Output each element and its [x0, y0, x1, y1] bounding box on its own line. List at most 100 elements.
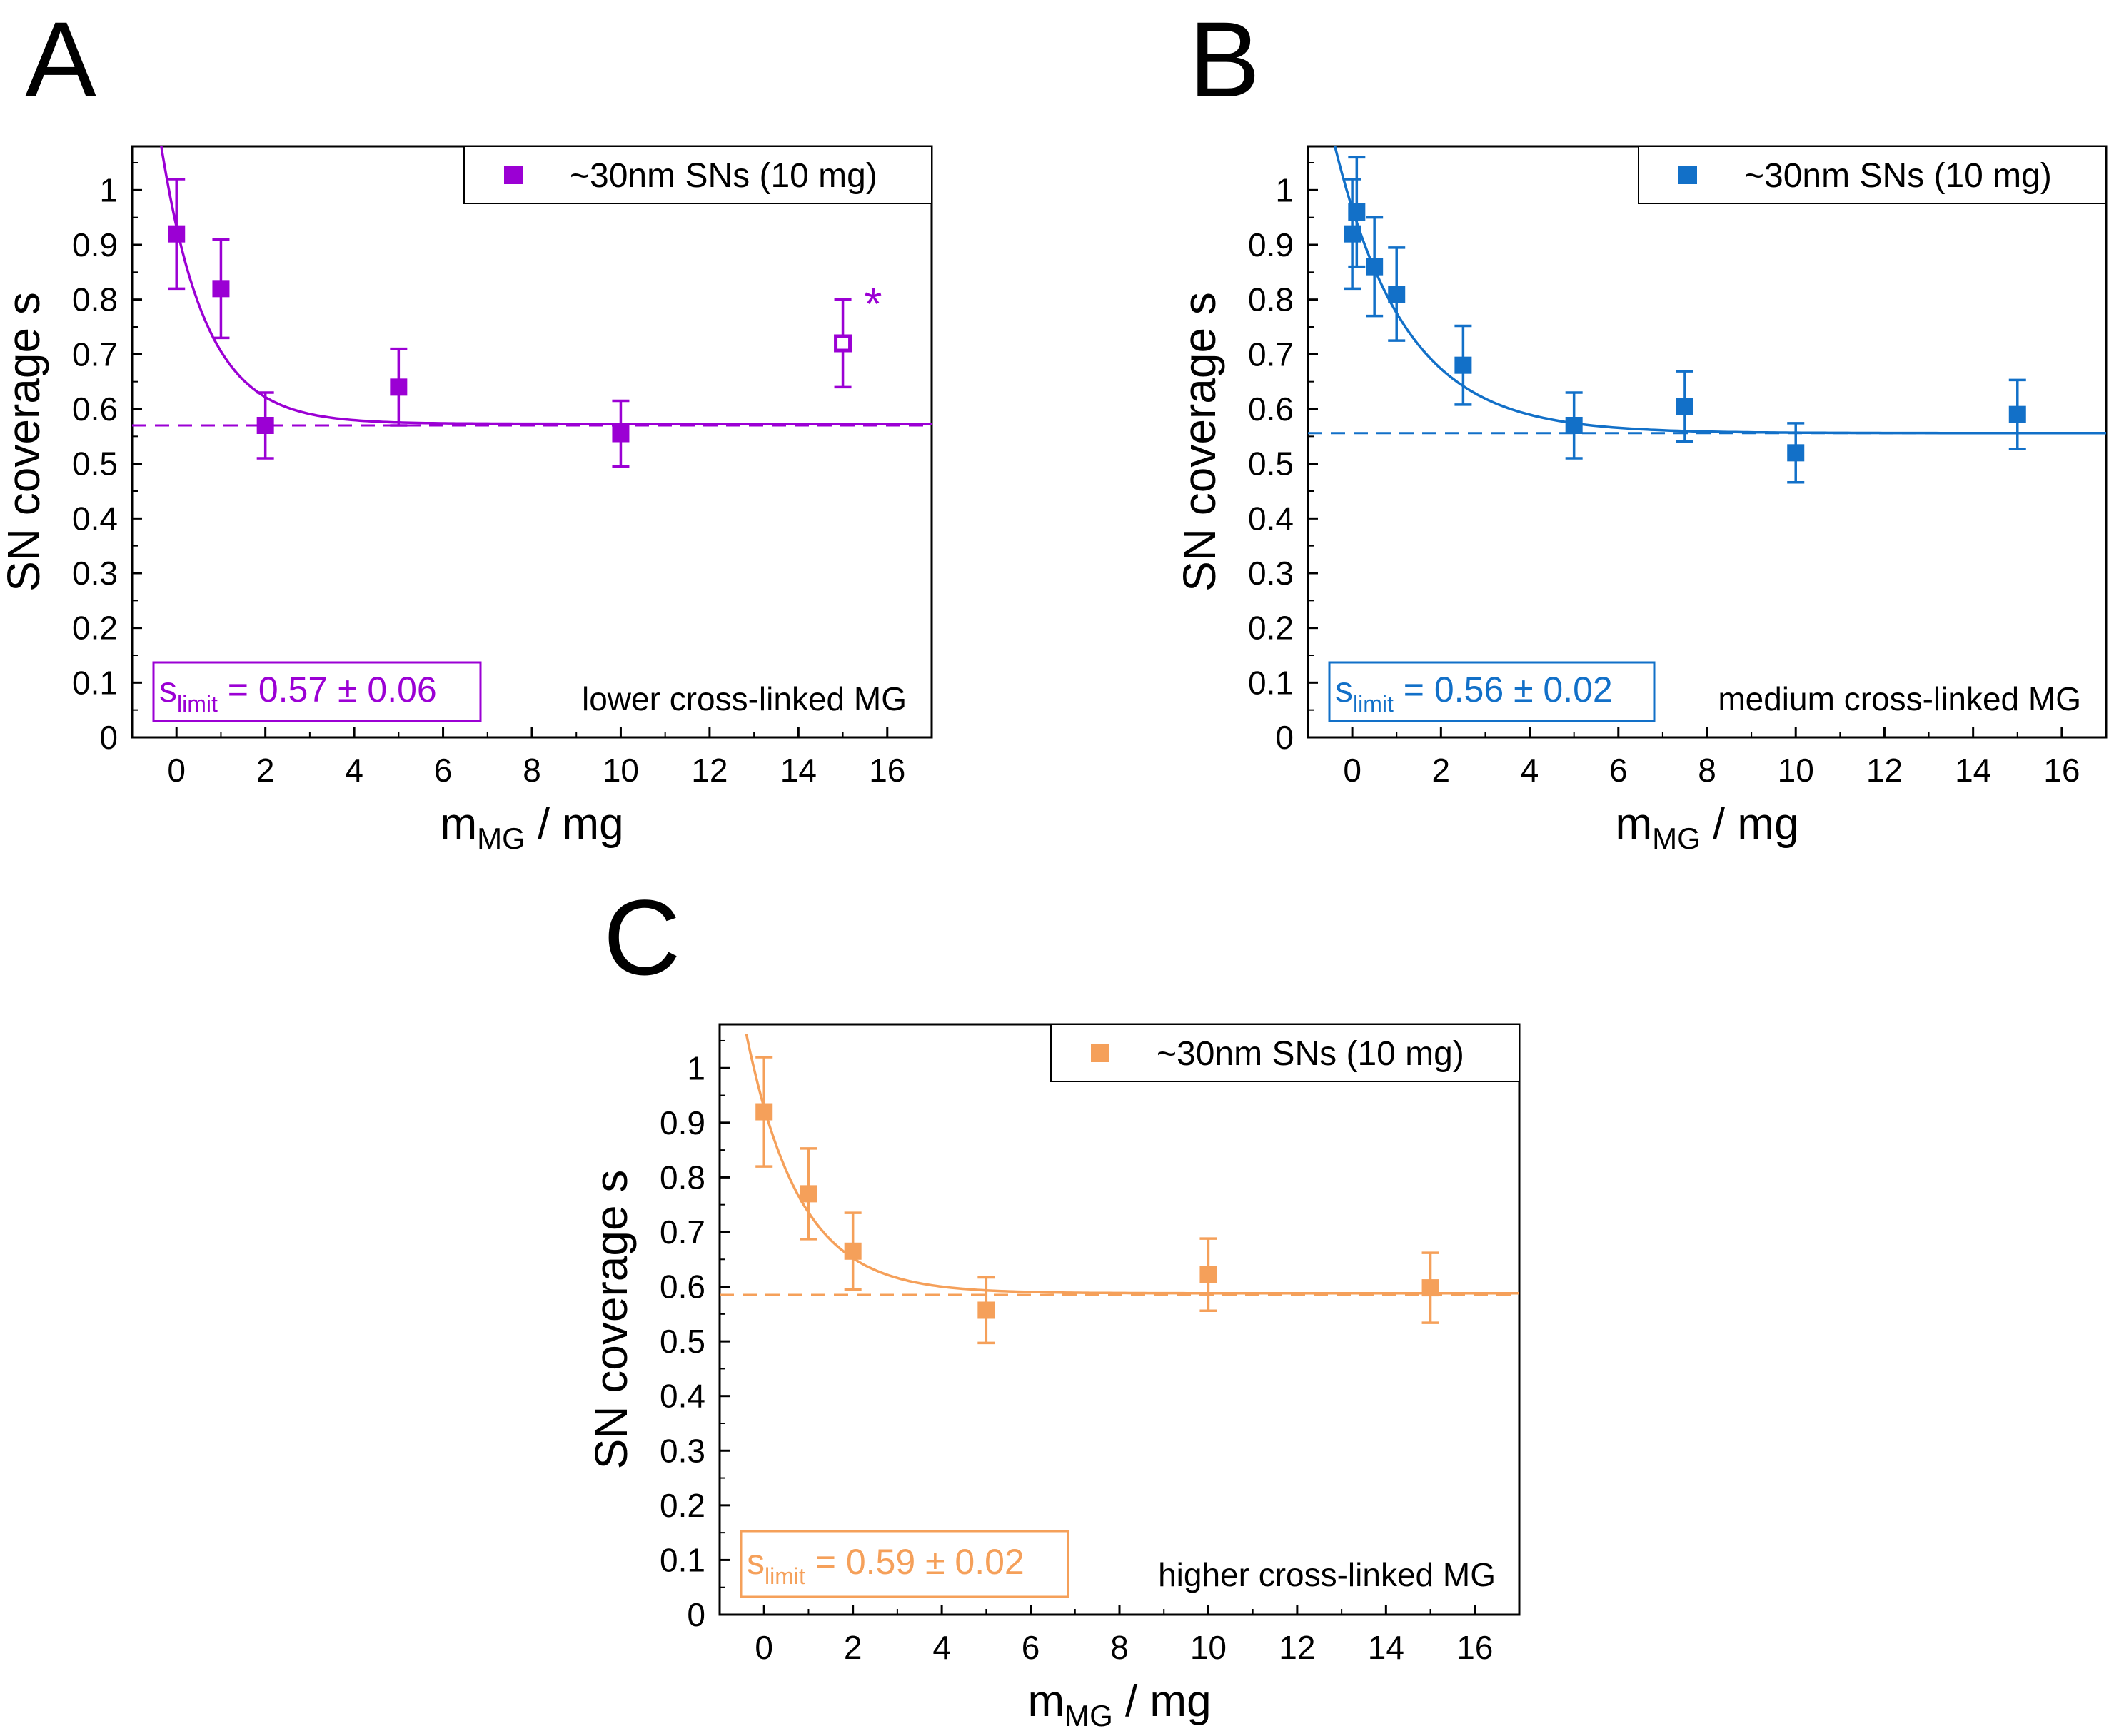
chart-1-data-point — [2008, 378, 2026, 450]
chart-1-x-axis-title-sub: MG — [1652, 822, 1701, 855]
chart-0-xtick-label: 2 — [256, 752, 275, 789]
chart-0-x-axis-title-sub: MG — [477, 822, 525, 855]
chart-1-data-point — [1676, 370, 1693, 443]
chart-0-legend-label: ~30nm SNs (10 mg) — [570, 157, 877, 195]
panel-a: A00.10.20.30.40.50.60.70.80.910 2 4 6 8 10 12 1… — [0, 0, 933, 855]
chart-0-fit-curve — [160, 146, 932, 425]
chart-0-data-point-marker — [390, 378, 408, 396]
chart-0-outlier-point — [834, 298, 852, 389]
chart-1-data-point-marker — [1388, 286, 1406, 303]
chart-0-slimit-sub: limit — [177, 691, 218, 717]
chart-1-ytick-label: 0 — [1275, 719, 1294, 756]
chart-2-legend-box — [1050, 1024, 1520, 1082]
chart-1-slimit-value: = 0.56 ± 0.02 — [1394, 670, 1613, 710]
chart-2-ytick-label: 1 — [687, 1049, 705, 1086]
chart-2-slimit-value: = 0.59 ± 0.02 — [805, 1542, 1025, 1582]
chart-0-outlier-point-marker — [834, 334, 852, 353]
chart-2-crosslink-annotation: higher cross-linked MG — [1158, 1556, 1496, 1593]
chart-2-xtick-label: 0 — [755, 1629, 773, 1666]
chart-0-ytick-label: 0 — [99, 719, 118, 756]
chart-1-xtick-label: 4 — [1521, 752, 1539, 789]
chart-0-xtick-label: 12 — [691, 752, 728, 789]
chart-1-data-point-marker — [1366, 258, 1384, 276]
chart-2-data-point — [800, 1147, 817, 1241]
chart-2-ytick-label: 0.8 — [660, 1159, 705, 1196]
chart-2-x-axis-title-sub: MG — [1064, 1699, 1113, 1732]
chart-0-data-point-marker — [256, 417, 274, 434]
chart-2-ytick-label: 0.3 — [660, 1432, 705, 1469]
chart-0-ytick-label: 0.1 — [72, 664, 118, 701]
chart-1-ytick-label: 0.4 — [1248, 500, 1294, 537]
chart-1-data-point-marker — [2008, 405, 2026, 423]
chart-2-panel-label: C — [603, 877, 680, 997]
chart-1-data-point — [1454, 324, 1472, 406]
chart-2-ytick-label: 0 — [687, 1596, 705, 1633]
chart-1-data-point-marker — [1454, 356, 1472, 374]
chart-2-data-point-marker — [977, 1301, 995, 1319]
chart-0-slimit-label: slimit = 0.57 ± 0.06 — [159, 670, 437, 717]
chart-1-crosslink-annotation: medium cross-linked MG — [1718, 680, 2081, 717]
chart-1-ytick-label: 0.6 — [1248, 390, 1294, 428]
chart-1-xtick-label: 8 — [1698, 752, 1716, 789]
chart-2-data-point — [1421, 1251, 1439, 1324]
chart-0-data-point — [168, 178, 186, 291]
chart-2-ytick-label: 0.7 — [660, 1213, 705, 1251]
chart-2-data-point — [755, 1056, 773, 1168]
chart-1-legend-label: ~30nm SNs (10 mg) — [1744, 157, 2052, 195]
chart-0-x-axis-title-main: m — [440, 799, 477, 849]
chart-1-data-point — [1348, 156, 1366, 268]
chart-0-ytick-label: 0.7 — [72, 335, 118, 373]
chart-1-xtick-label: 14 — [1955, 752, 1991, 789]
chart-1-data-point — [1565, 391, 1583, 460]
chart-1-data-point — [1388, 246, 1406, 342]
chart-2-ytick-label: 0.5 — [660, 1323, 705, 1360]
chart-1-slimit-box — [1328, 661, 1656, 722]
chart-2-data-point-marker — [755, 1103, 773, 1121]
chart-0-x-axis-title-suffix: / mg — [525, 799, 624, 849]
chart-2-x-axis-title-suffix: / mg — [1113, 1677, 1212, 1726]
chart-1-x-axis-title-main: m — [1615, 799, 1652, 849]
chart-0-x-axis-title: mMG / mg — [440, 799, 623, 855]
chart-2-y-axis-title: SN coverage s — [585, 1170, 637, 1470]
chart-2-slimit-s: s — [747, 1542, 765, 1582]
chart-2-xtick-label: 4 — [932, 1629, 951, 1666]
chart-1-ytick-label: 0.5 — [1248, 445, 1294, 483]
chart-2-ytick-label: 0.1 — [660, 1541, 705, 1578]
chart-2-data-point — [1199, 1237, 1217, 1312]
chart-0-xtick-label: 6 — [434, 752, 453, 789]
chart-1-xtick-label: 0 — [1343, 752, 1361, 789]
chart-0-xtick-label: 8 — [523, 752, 541, 789]
chart-1-data-point — [1787, 422, 1805, 484]
chart-1-ytick-label: 0.7 — [1248, 335, 1294, 373]
chart-0-panel-label: A — [25, 0, 96, 119]
chart-2-ytick-label: 0.6 — [660, 1268, 705, 1306]
chart-0-ytick-label: 0.4 — [72, 500, 118, 537]
chart-0-crosslink-annotation: lower cross-linked MG — [582, 680, 907, 717]
chart-0-legend-marker — [504, 166, 523, 184]
chart-0-ytick-label: 0.6 — [72, 390, 118, 428]
chart-0-xtick-label: 4 — [345, 752, 363, 789]
chart-0-data-point-marker — [212, 280, 230, 298]
chart-1-xtick-label: 12 — [1866, 752, 1903, 789]
chart-1-slimit-label: slimit = 0.56 ± 0.02 — [1335, 670, 1613, 717]
chart-0-xtick-label: 16 — [869, 752, 905, 789]
chart-0-ytick-label: 0.2 — [72, 610, 118, 647]
chart-0-legend-box — [463, 146, 932, 204]
chart-1-data-point-marker — [1565, 417, 1583, 434]
chart-1-ytick-label: 0.3 — [1248, 555, 1294, 592]
chart-1-data-point — [1366, 216, 1384, 318]
chart-0-ytick-label: 0.8 — [72, 281, 118, 318]
chart-1-data-point-marker — [1676, 398, 1693, 415]
chart-1-xtick-label: 10 — [1778, 752, 1814, 789]
chart-2-data-point-marker — [800, 1185, 817, 1203]
chart-2-data-point-marker — [1421, 1279, 1439, 1297]
chart-0-xtick-label: 0 — [167, 752, 186, 789]
chart-2-xtick-label: 10 — [1190, 1629, 1227, 1666]
chart-1-data-point-marker — [1344, 225, 1361, 243]
panel-c: C00.10.20.30.40.50.60.70.80.910 2 4 6 8 10 12 1… — [585, 877, 1521, 1732]
chart-1-panel-label: B — [1189, 0, 1260, 119]
chart-2-ytick-label: 0.9 — [660, 1104, 705, 1141]
chart-1-x-axis-title-suffix: / mg — [1701, 799, 1799, 849]
chart-1-xtick-label: 16 — [2043, 752, 2080, 789]
chart-2-x-axis-title-main: m — [1027, 1677, 1064, 1726]
